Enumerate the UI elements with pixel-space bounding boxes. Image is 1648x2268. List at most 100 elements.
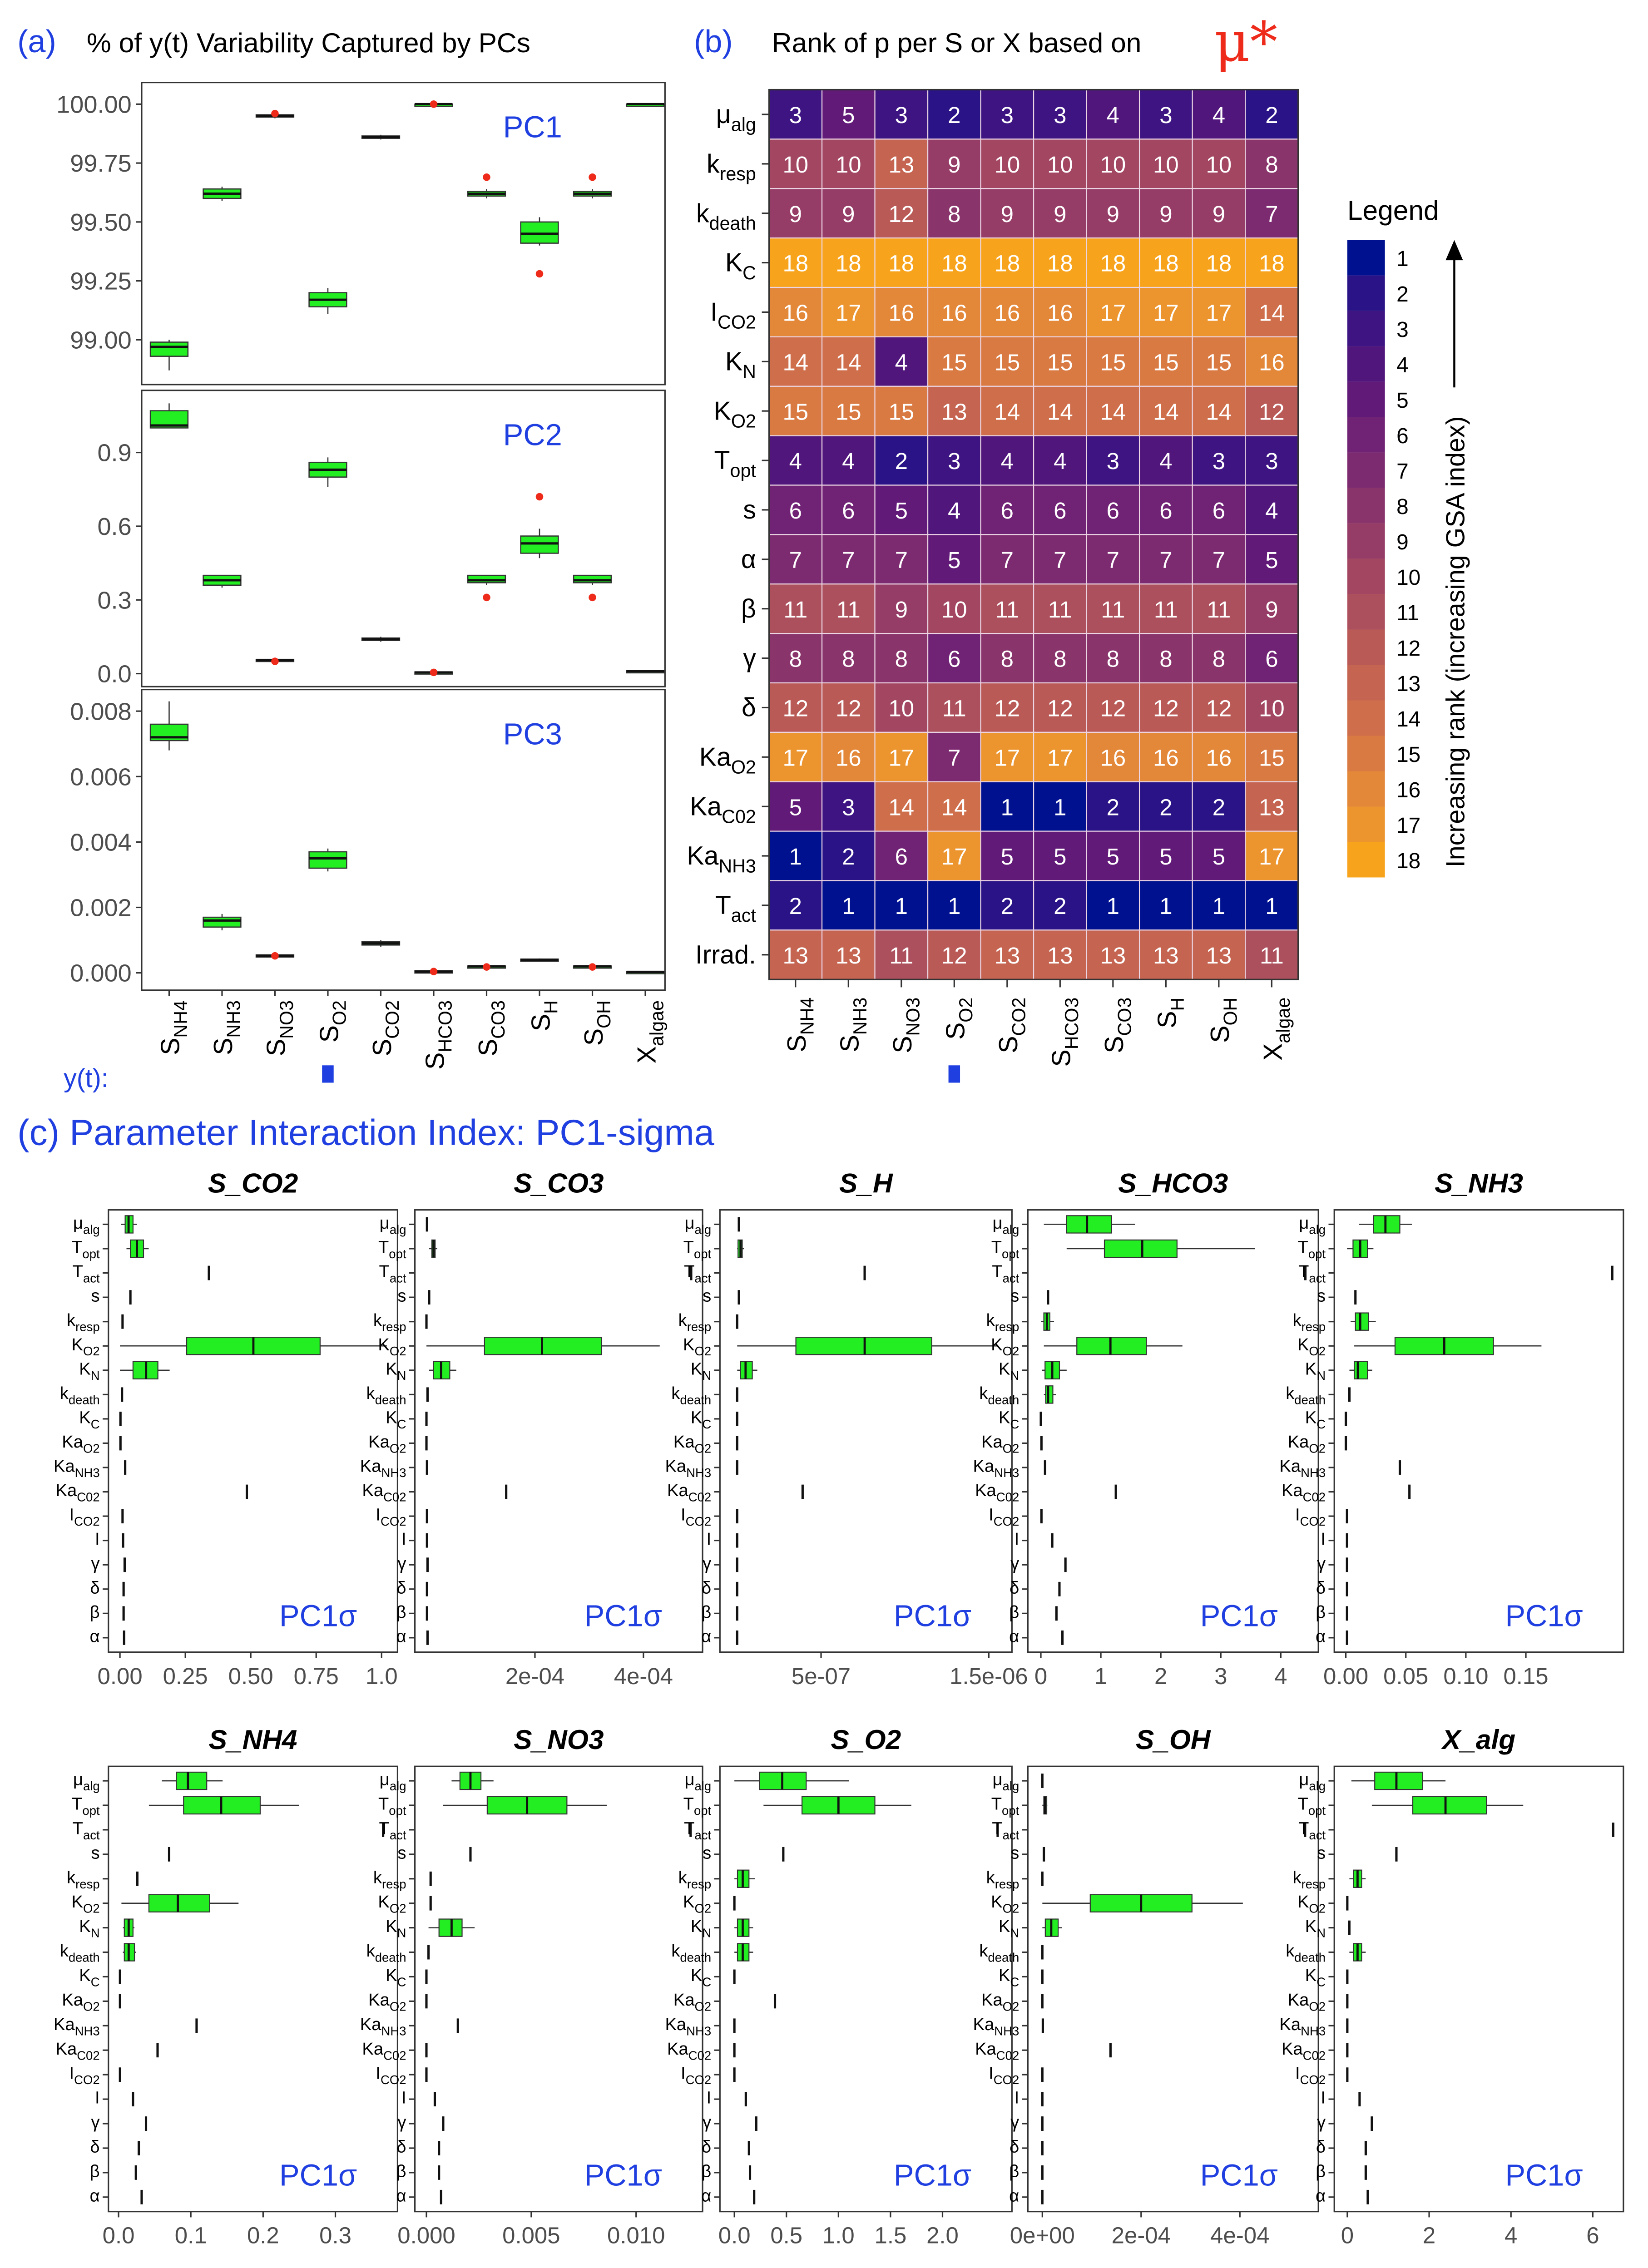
x-tick-label-sub: O2: [955, 998, 976, 1023]
param-label-main: k: [986, 1310, 995, 1330]
param-label: α: [701, 2186, 711, 2205]
param-label-sub: C02: [996, 1490, 1019, 1504]
param-label-sub: NH3: [994, 2024, 1019, 2038]
param-label: β: [1009, 2161, 1019, 2181]
subplot-frame: [1027, 1765, 1319, 2213]
cell-value: 8: [789, 646, 802, 672]
cell-value: 2: [842, 844, 855, 870]
param-label-main: γ: [1010, 1554, 1019, 1573]
cell-value: 7: [1107, 547, 1119, 573]
x-tick-label-main: S: [368, 1039, 397, 1056]
cell-value: 2: [1212, 794, 1225, 820]
subplot-s-nh3: S_NH3μalgToptTactskrespKO2KNkdeathKCKaO2…: [1279, 1167, 1624, 1689]
cell-value: 2: [1054, 893, 1066, 919]
param-label: γ: [1317, 2113, 1326, 2132]
cell-value: 13: [1047, 943, 1073, 968]
heatmap-cell: [1192, 781, 1246, 832]
param-label-main: μ: [380, 1770, 390, 1789]
row-label-sub: act: [731, 905, 757, 926]
param-label-sub: alg: [390, 1779, 406, 1793]
heatmap-cell: [927, 336, 981, 387]
row-label-main: K: [725, 248, 742, 277]
param-label-main: δ: [702, 1578, 711, 1597]
row-label: KaC02: [690, 792, 756, 827]
param-label-main: k: [60, 1941, 69, 1961]
param-label-main: Ka: [1279, 1457, 1301, 1476]
param-label-sub: act: [1309, 1828, 1326, 1842]
param-label-main: I: [376, 2064, 381, 2083]
x-tick-label: 0e+00: [1010, 2223, 1075, 2248]
param-label: α: [1009, 1626, 1019, 1646]
param-label-main: β: [90, 2161, 100, 2181]
arrow-up-icon: [1445, 240, 1463, 261]
cell-value: 12: [888, 201, 914, 227]
pc-label: PC1: [503, 110, 562, 144]
outlier-point: [430, 668, 438, 677]
cell-value: 18: [1153, 251, 1179, 277]
cell-value: 5: [1265, 547, 1278, 573]
box-so2: [308, 288, 347, 314]
param-label-sub: NH3: [381, 2024, 406, 2038]
param-label-main: K: [79, 1359, 91, 1379]
subplot-frame: [108, 1765, 399, 2213]
legend-swatch: [1347, 665, 1385, 701]
param-label-sub: CO2: [381, 2073, 406, 2087]
x-tick-label: 4: [1274, 1663, 1287, 1689]
param-label-sub: C02: [77, 1490, 99, 1504]
param-label-sub: opt: [1308, 1804, 1326, 1818]
subplot-frame: [108, 1209, 399, 1653]
cell-value: 13: [1153, 943, 1179, 968]
y-tick-label: 0.000: [70, 960, 131, 987]
x-tick-label: 2e-04: [505, 1663, 564, 1689]
legend-level-label: 14: [1396, 707, 1420, 731]
param-label: Tact: [1298, 1818, 1326, 1842]
param-label-sub: O2: [83, 1999, 100, 2013]
legend-level-label: 10: [1396, 566, 1420, 590]
x-tick-label-main: S: [156, 1038, 185, 1055]
param-label: ICO2: [989, 2064, 1019, 2087]
cell-value: 11: [1101, 597, 1125, 623]
heatmap-cell: [1086, 682, 1140, 733]
heatmap-row: 8 8 8 6 8 8 8 8 8 6 γ: [743, 632, 1299, 684]
param-label: δ: [1316, 2137, 1326, 2157]
cell-value: 10: [1259, 696, 1285, 721]
param-label-main: I: [401, 2088, 406, 2108]
row-label-main: Ka: [690, 792, 722, 821]
heatmap-cell: [821, 237, 876, 288]
cell-value: 8: [1265, 152, 1278, 178]
row-label-main: k: [696, 199, 709, 228]
heatmap-cell: [821, 880, 876, 931]
param-label: ICO2: [69, 2064, 99, 2087]
param-label-main: γ: [91, 1554, 100, 1573]
x-tick-label: 1.5e-06: [950, 1663, 1028, 1689]
param-label-sub: O2: [390, 1441, 406, 1455]
cell-value: 12: [941, 943, 967, 968]
param-label: s: [91, 1843, 100, 1863]
heatmap-cell: [927, 89, 981, 140]
param-label: α: [90, 2186, 100, 2205]
param-label-main: k: [671, 1384, 680, 1403]
param-label: δ: [702, 2137, 711, 2157]
param-label: β: [90, 2161, 100, 2181]
param-label-main: α: [396, 2186, 406, 2205]
cell-value: 1: [1054, 794, 1066, 820]
x-tick-label: 0: [1341, 2223, 1354, 2248]
cell-value: 4: [1212, 102, 1225, 128]
cell-value: 17: [1100, 300, 1126, 326]
param-label-sub: NH3: [686, 2024, 711, 2038]
heatmap-row: 1 2 6 17 5 5 5 5 5 17 KaNH3: [687, 830, 1299, 881]
param-label-main: Ka: [975, 1481, 996, 1500]
param-label: s: [1317, 1286, 1326, 1306]
cell-value: 3: [1054, 102, 1066, 128]
param-label: δ: [1316, 1578, 1326, 1597]
param-label-main: T: [683, 1794, 694, 1814]
cell-value: 8: [1001, 646, 1014, 672]
row-label-main: k: [707, 149, 720, 178]
param-label-main: μ: [684, 1213, 694, 1233]
cell-value: 4: [842, 448, 855, 474]
param-label-sub: act: [695, 1271, 712, 1285]
param-label: KaC02: [362, 1481, 406, 1504]
cell-value: 4: [948, 498, 960, 524]
heatmap-row: 6 6 5 4 6 6 6 6 6 4 s: [743, 484, 1299, 535]
